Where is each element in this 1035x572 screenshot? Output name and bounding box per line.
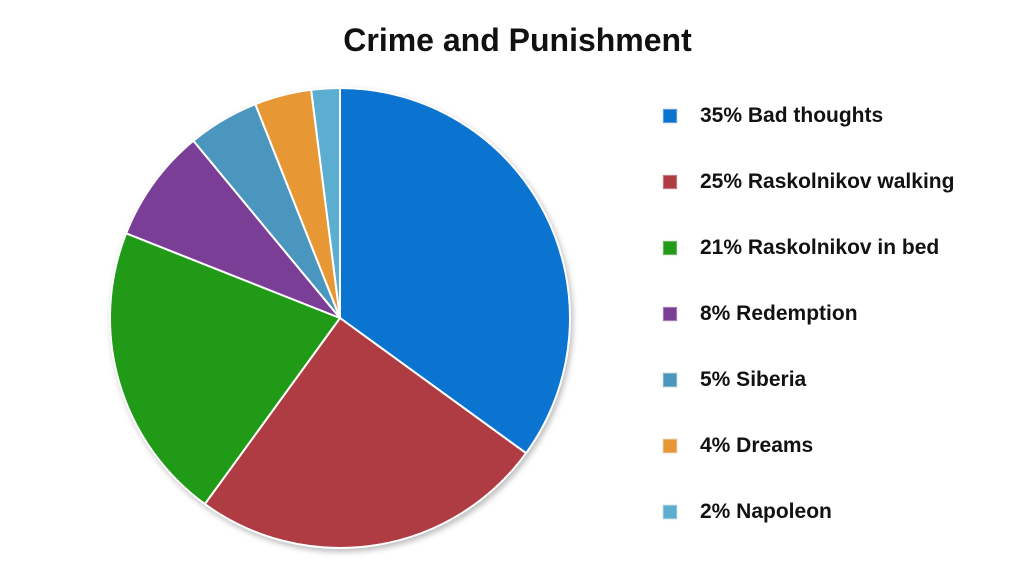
legend-swatch-redemption: [663, 307, 677, 321]
legend-item-siberia: 5% Siberia: [663, 367, 954, 393]
legend-swatch-siberia: [663, 373, 677, 387]
pie-slice-raskolnikov-walking: [203, 317, 528, 549]
legend-label-raskolnikov-in-bed: 21% Raskolnikov in bed: [700, 236, 940, 259]
legend-label-siberia: 5% Siberia: [700, 368, 807, 391]
legend-item-redemption: 8% Redemption: [663, 301, 954, 327]
legend-item-napoleon: 2% Napoleon: [663, 499, 954, 525]
chart-title: Crime and Punishment: [343, 22, 692, 58]
legend-swatch-dreams: [663, 439, 677, 453]
legend-label-bad-thoughts: 35% Bad thoughts: [700, 104, 884, 127]
legend-swatch-raskolnikov-in-bed: [663, 241, 677, 255]
legend-swatch-raskolnikov-walking: [663, 175, 677, 189]
legend-swatch-bad-thoughts: [663, 109, 677, 123]
pie-slice-redemption: [125, 139, 341, 319]
legend-item-raskolnikov-walking: 25% Raskolnikov walking: [663, 169, 954, 195]
legend: 35% Bad thoughts 25% Raskolnikov walking 2…: [663, 103, 954, 525]
legend-label-napoleon: 2% Napoleon: [700, 500, 832, 523]
pie-slice-napoleon: [310, 86, 341, 319]
legend-label-raskolnikov-walking: 25% Raskolnikov walking: [700, 170, 955, 193]
pie-slice-bad-thoughts: [339, 87, 571, 455]
legend-label-redemption: 8% Redemption: [700, 302, 858, 325]
legend-item-raskolnikov-in-bed: 21% Raskolnikov in bed: [663, 235, 954, 261]
legend-item-dreams: 4% Dreams: [663, 433, 954, 459]
legend-item-bad-thoughts: 35% Bad thoughts: [663, 103, 954, 129]
pie-slice-raskolnikov-in-bed: [109, 232, 341, 506]
legend-swatch-napoleon: [663, 505, 677, 519]
legend-label-dreams: 4% Dreams: [700, 434, 814, 457]
